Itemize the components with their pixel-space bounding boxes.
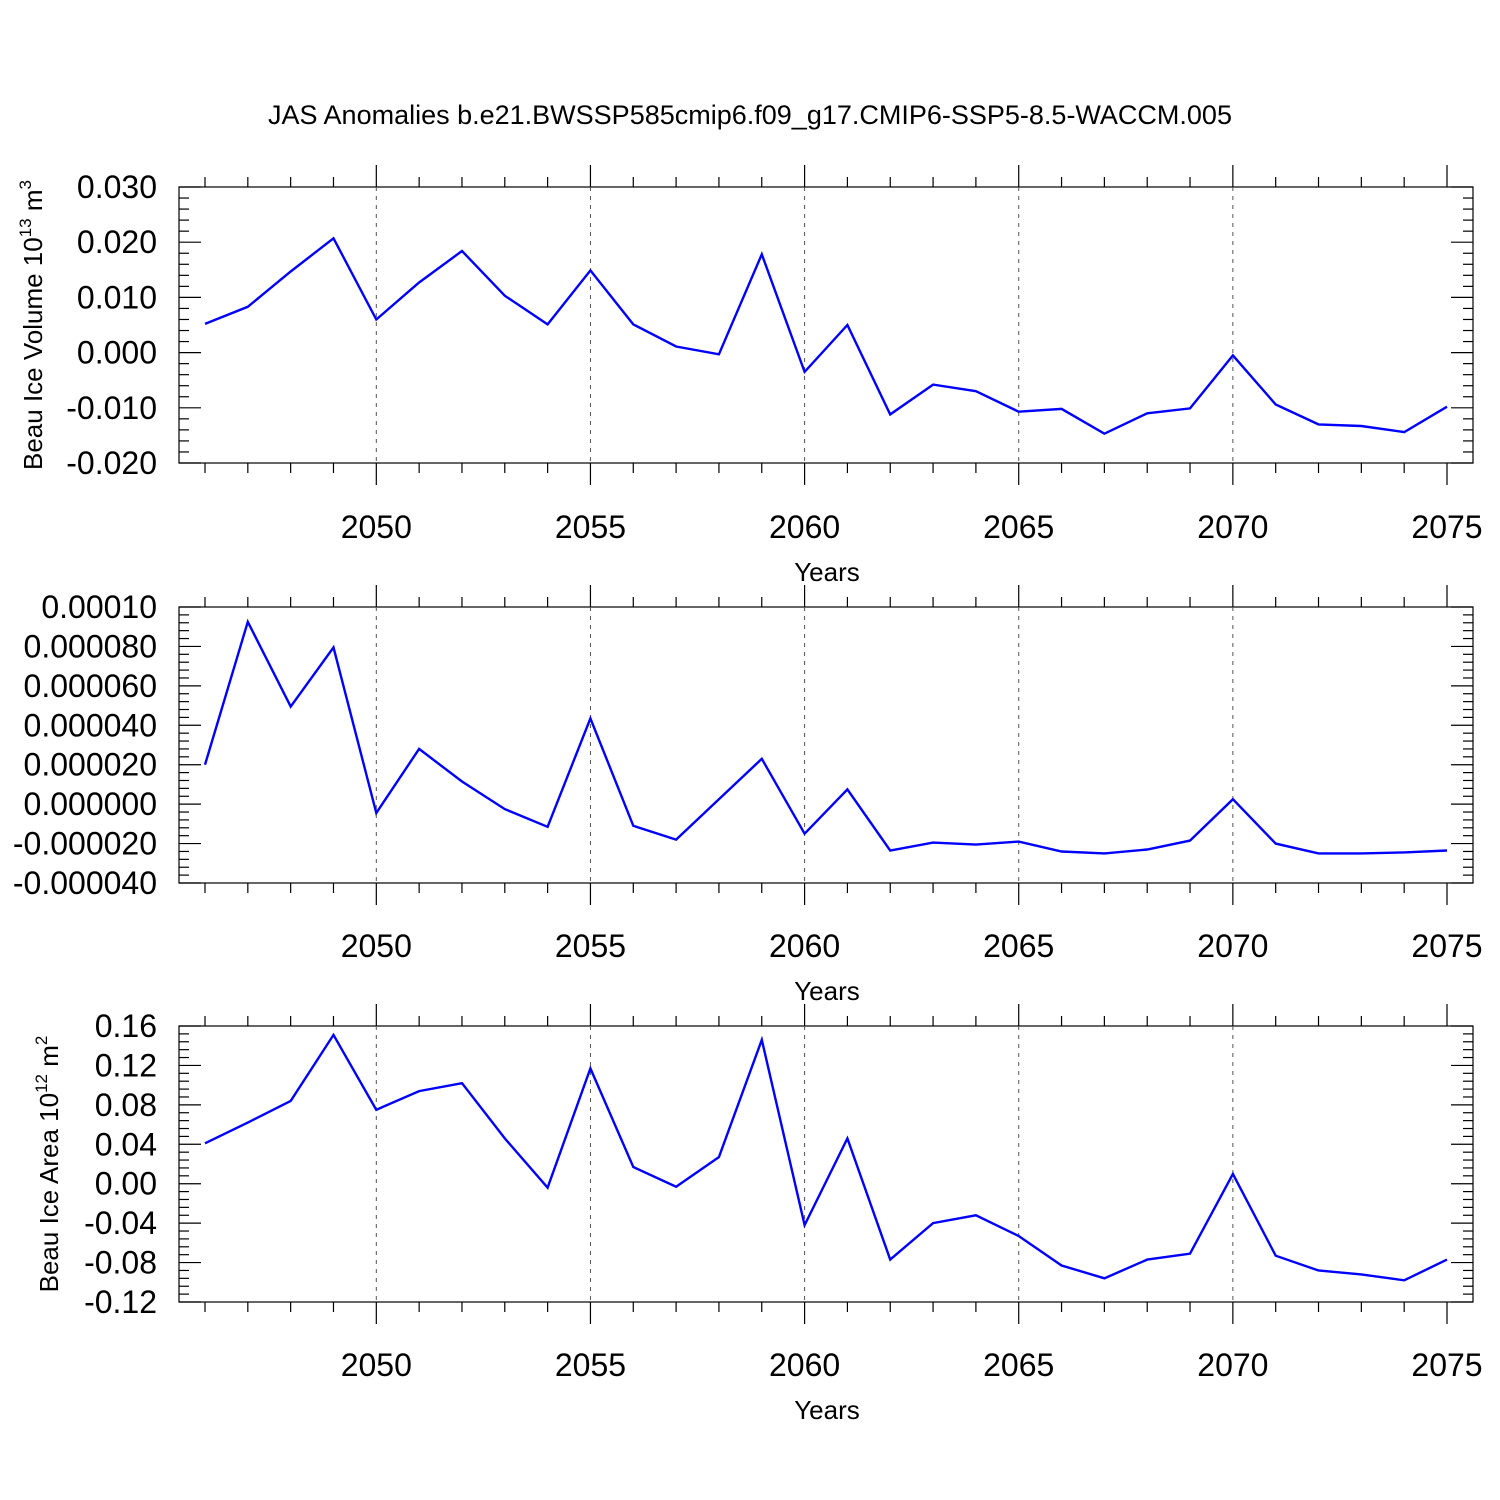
- thickness-y-tick-label-1: -0.000020: [13, 826, 157, 862]
- volume-x-tick-label-4: 2070: [1197, 509, 1268, 545]
- area-x-tick-label-3: 2065: [983, 1347, 1054, 1383]
- area-x-tick-label-2: 2060: [769, 1347, 840, 1383]
- area-x-tick-label-0: 2050: [341, 1347, 412, 1383]
- area-x-axis-label: Years: [794, 1395, 860, 1425]
- volume-y-tick-label-4: 0.020: [77, 224, 157, 260]
- thickness-x-tick-label-1: 2055: [555, 928, 626, 964]
- volume-y-tick-label-0: -0.020: [66, 445, 157, 481]
- volume-y-tick-label-5: 0.030: [77, 169, 157, 205]
- thickness-y-tick-label-0: -0.000040: [13, 865, 157, 901]
- figure-title: JAS Anomalies b.e21.BWSSP585cmip6.f09_g1…: [268, 100, 1232, 130]
- area-y-tick-label-5: 0.08: [95, 1087, 157, 1123]
- thickness-plot-frame: [178, 606, 1474, 884]
- area-y-label-unit-exponent: 2: [32, 1036, 51, 1045]
- area-y-tick-label-6: 0.12: [95, 1047, 157, 1083]
- area-series-line-0: [204, 1032, 1448, 1282]
- thickness-y-tick-label-2: 0.000000: [24, 786, 157, 822]
- volume-y-tick-label-2: 0.000: [77, 335, 157, 371]
- volume-y-tick-label-3: 0.010: [77, 279, 157, 315]
- area-x-tick-label-4: 2070: [1197, 1347, 1268, 1383]
- area-y-tick-label-7: 0.16: [95, 1008, 157, 1044]
- volume-x-tick-label-1: 2055: [555, 509, 626, 545]
- thickness-series-line-0: [203, 618, 1448, 855]
- area-y-label-exponent: 12: [32, 1074, 51, 1093]
- area-plot-frame: [178, 1025, 1474, 1303]
- volume-x-tick-label-2: 2060: [769, 509, 840, 545]
- thickness-y-tick-label-5: 0.000060: [24, 668, 157, 704]
- area-y-axis-label: Beau Ice Area 1012 m2: [32, 1036, 64, 1293]
- volume-y-tick-label-1: -0.010: [66, 390, 157, 426]
- thickness-x-tick-label-5: 2075: [1411, 928, 1482, 964]
- area-y-label-unit: m: [34, 1045, 64, 1074]
- area-y-label-main: Beau Ice Area 10: [34, 1093, 64, 1292]
- volume-x-axis-label: Years: [794, 557, 860, 587]
- area-y-tick-label-0: -0.12: [84, 1284, 157, 1320]
- volume-y-label-unit-exponent: 3: [16, 180, 35, 189]
- thickness-x-axis-label: Years: [794, 976, 860, 1006]
- volume-x-tick-label-5: 2075: [1411, 509, 1482, 545]
- volume-x-tick-label-3: 2065: [983, 509, 1054, 545]
- volume-series-line-0: [204, 236, 1448, 436]
- thickness-y-tick-label-3: 0.000020: [24, 747, 157, 783]
- thickness-x-tick-label-0: 2050: [341, 928, 412, 964]
- volume-plot-frame: [178, 186, 1474, 464]
- volume-panel: Beau Ice Volume 1013 m3 Years 2050 2055 20…: [16, 165, 1483, 587]
- volume-y-label-exponent: 13: [16, 218, 35, 237]
- thickness-y-tick-label-6: 0.000080: [24, 628, 157, 664]
- area-y-tick-label-4: 0.04: [95, 1126, 157, 1162]
- thickness-x-tick-label-2: 2060: [769, 928, 840, 964]
- volume-y-axis-label: Beau Ice Volume 1013 m3: [16, 180, 48, 470]
- volume-y-label-main: Beau Ice Volume 10: [18, 237, 48, 470]
- area-panel: Beau Ice Area 1012 m2 Years 2050 2055 2060…: [32, 1004, 1483, 1425]
- thickness-panel: Years 2050 2055 2060 2065 2070 2075 -0.000040-…: [13, 585, 1483, 1006]
- area-y-tick-label-1: -0.08: [84, 1245, 157, 1281]
- volume-y-label-unit: m: [18, 189, 48, 218]
- area-y-tick-label-2: -0.04: [84, 1205, 157, 1241]
- area-y-tick-label-3: 0.00: [95, 1166, 157, 1202]
- thickness-y-tick-label-7: 0.00010: [41, 589, 157, 625]
- volume-x-tick-label-0: 2050: [341, 509, 412, 545]
- area-x-tick-label-1: 2055: [555, 1347, 626, 1383]
- thickness-x-tick-label-3: 2065: [983, 928, 1054, 964]
- area-x-tick-label-5: 2075: [1411, 1347, 1482, 1383]
- thickness-y-tick-label-4: 0.000040: [24, 707, 157, 743]
- thickness-x-tick-label-4: 2070: [1197, 928, 1268, 964]
